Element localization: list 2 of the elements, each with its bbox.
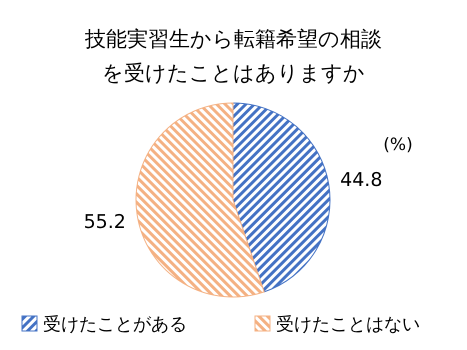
annotation: (%) [383,135,413,155]
title: 技能実習生から転籍希望の相談を受けたことはありますか [85,27,382,85]
